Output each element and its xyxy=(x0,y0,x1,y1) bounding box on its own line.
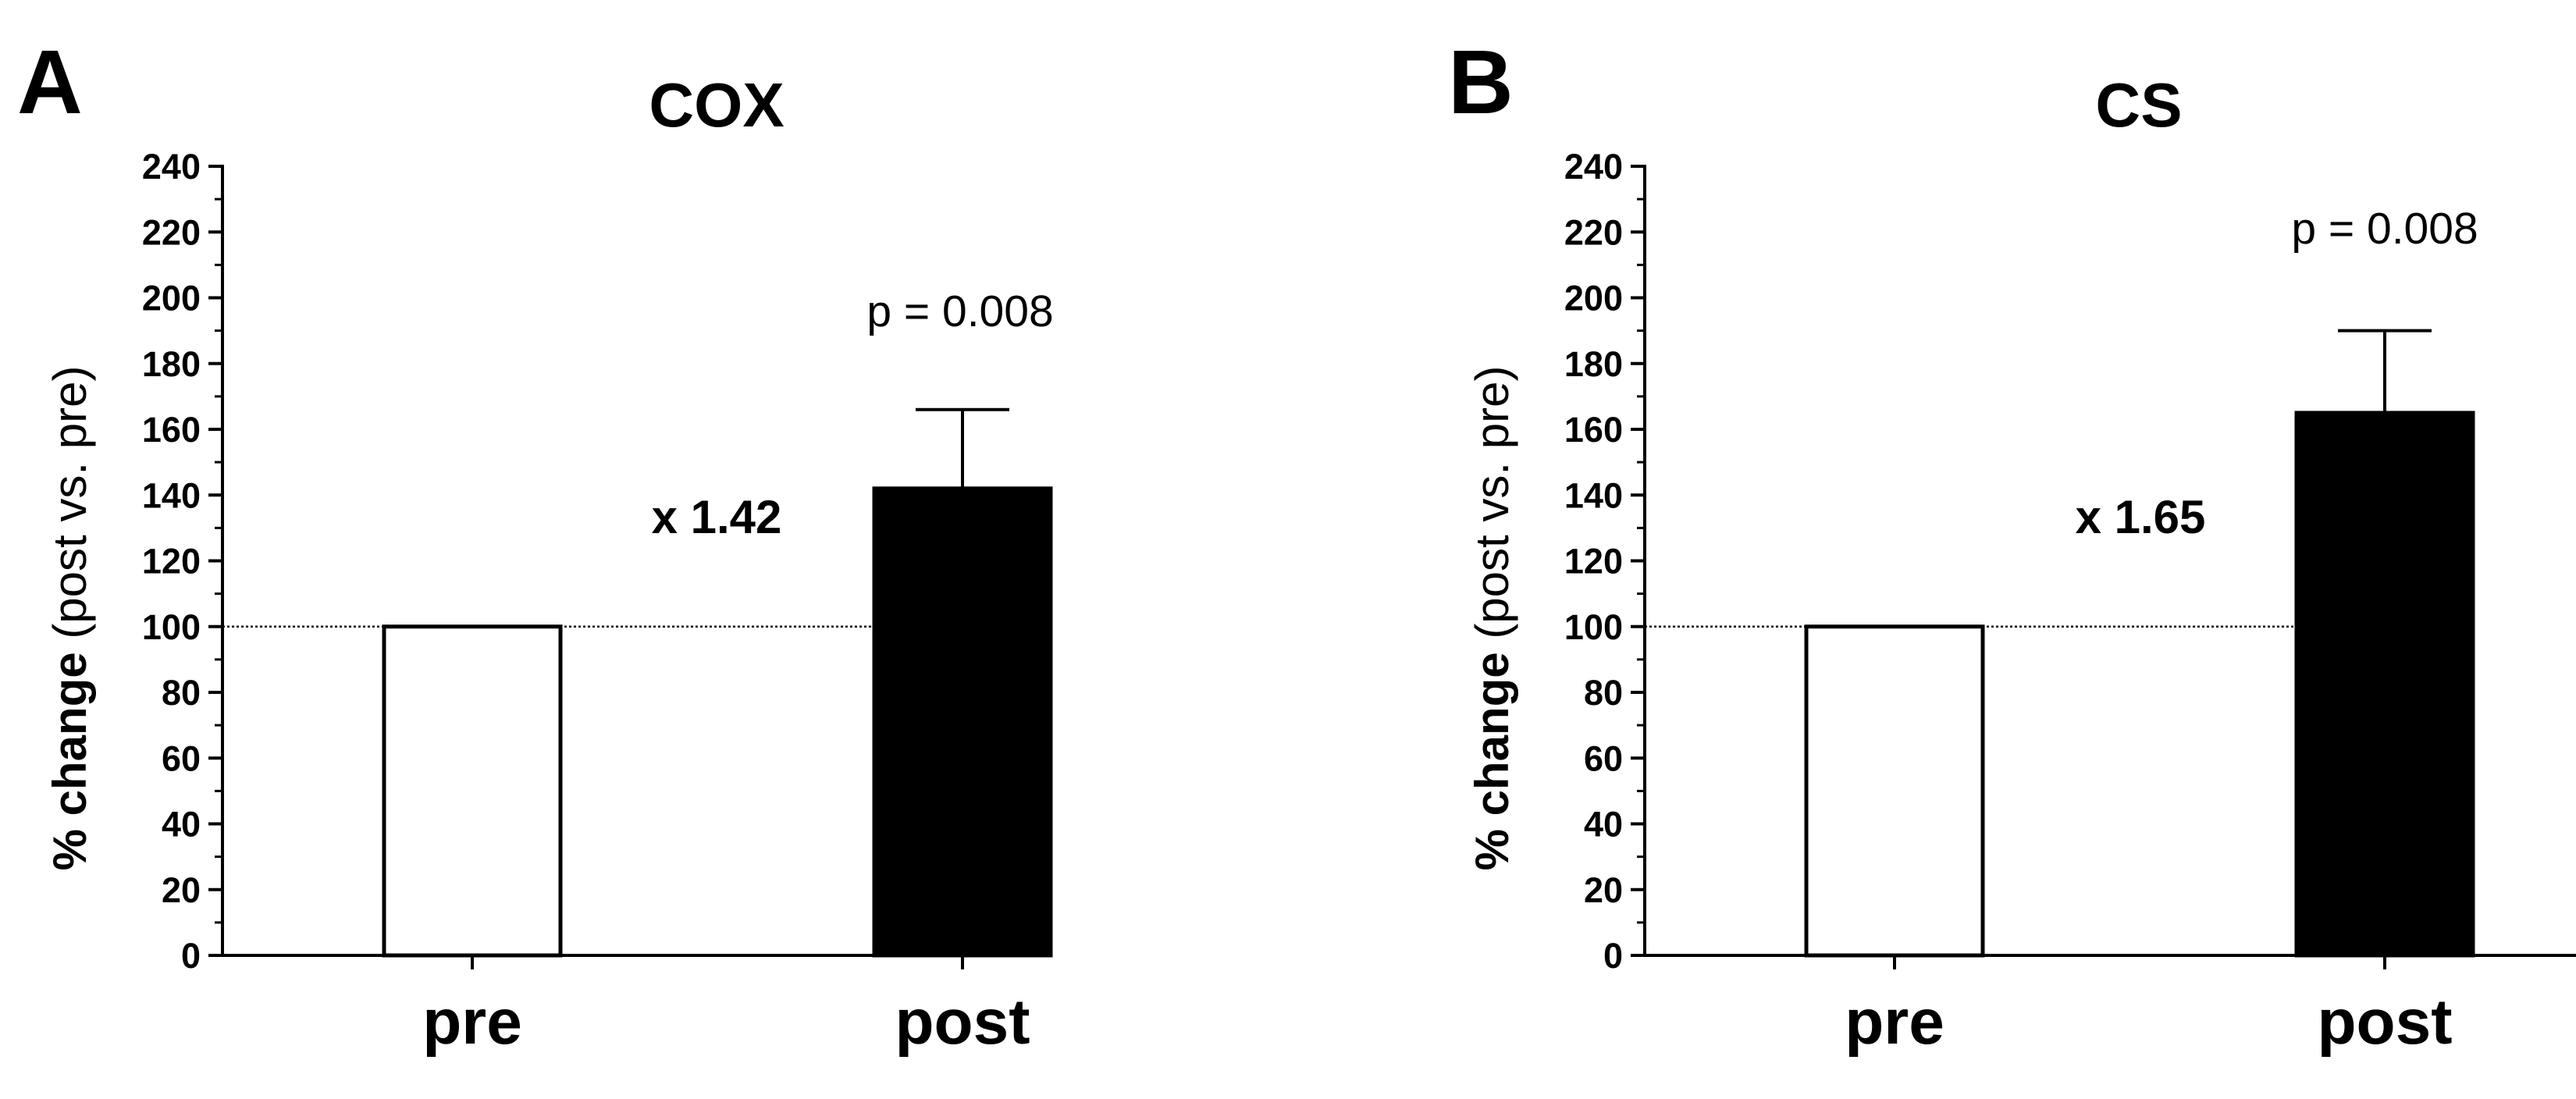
y-tick-label: 100 xyxy=(1564,607,1623,647)
y-tick-label: 140 xyxy=(142,475,201,515)
bars xyxy=(1804,329,2475,958)
y-tick-label: 80 xyxy=(1584,673,1623,713)
y-tick-label: 20 xyxy=(162,870,201,910)
x-category-label: pre xyxy=(422,987,522,1058)
y-tick-label: 160 xyxy=(142,410,201,450)
x-category-label: post xyxy=(2317,987,2452,1058)
y-tick-label: 240 xyxy=(142,147,201,187)
chart-title: COX xyxy=(649,70,784,140)
x-category-label: pre xyxy=(1845,987,1944,1058)
y-axis-label: % change (post vs. pre) xyxy=(44,366,96,871)
fold-change-label: x 1.65 xyxy=(2076,491,2206,543)
p-value-label: p = 0.008 xyxy=(866,286,1053,336)
y-axis-ticks: 0 20 40 60 80 100 120 140 160 180 200 220 240 pre post xyxy=(1564,147,2576,1058)
y-tick-label: 20 xyxy=(1584,870,1623,910)
y-tick-label: 140 xyxy=(1564,475,1623,515)
y-tick-label: 0 xyxy=(181,936,201,976)
y-tick-label: 220 xyxy=(142,212,201,252)
y-tick-label: 120 xyxy=(1564,542,1623,582)
panel-letter: B xyxy=(1448,31,1514,133)
bar-pre xyxy=(382,624,563,958)
y-tick-label: 220 xyxy=(1564,212,1623,252)
y-tick-label: 0 xyxy=(1603,936,1623,976)
chart-title: CS xyxy=(2095,70,2182,140)
y-tick-label: 80 xyxy=(162,673,201,713)
x-category-label: post xyxy=(895,987,1030,1058)
y-tick-label: 60 xyxy=(162,738,201,778)
y-tick-label: 160 xyxy=(1564,410,1623,450)
y-tick-label: 40 xyxy=(1584,805,1623,845)
p-value-label: p = 0.008 xyxy=(2291,204,2478,254)
bar-pre xyxy=(1804,624,1985,958)
bars xyxy=(382,407,1053,958)
y-tick-label: 100 xyxy=(142,607,201,647)
panel-letter: A xyxy=(17,31,83,133)
y-tick-label: 40 xyxy=(162,805,201,845)
bar-post xyxy=(2294,411,2475,958)
y-axis-label: % change (post vs. pre) xyxy=(1466,366,1518,871)
y-tick-label: 200 xyxy=(142,279,201,318)
panel-a: A COX % change (post vs. pre) 0 20 40 60 80 1… xyxy=(17,31,1054,1058)
y-axis-label-rest: (post vs. pre) xyxy=(1466,366,1518,639)
y-tick-label: 240 xyxy=(1564,147,1623,187)
y-axis-ticks: 0 20 40 60 80 100 120 140 160 180 200 220 240 pre post xyxy=(142,147,1034,1058)
y-axis-label-bold: % change xyxy=(44,652,96,870)
y-tick-label: 200 xyxy=(1564,279,1623,318)
fold-change-label: x 1.42 xyxy=(652,491,782,543)
bar-post xyxy=(872,486,1053,958)
y-tick-label: 60 xyxy=(1584,738,1623,778)
y-tick-label: 180 xyxy=(1564,344,1623,384)
y-tick-label: 120 xyxy=(142,542,201,582)
y-axis-label-bold: % change xyxy=(1466,652,1518,870)
panel-b: B CS % change (post vs. pre) 0 20 40 60 80 10… xyxy=(1448,31,2576,1058)
y-axis-label-rest: (post vs. pre) xyxy=(44,366,96,639)
y-tick-label: 180 xyxy=(142,344,201,384)
